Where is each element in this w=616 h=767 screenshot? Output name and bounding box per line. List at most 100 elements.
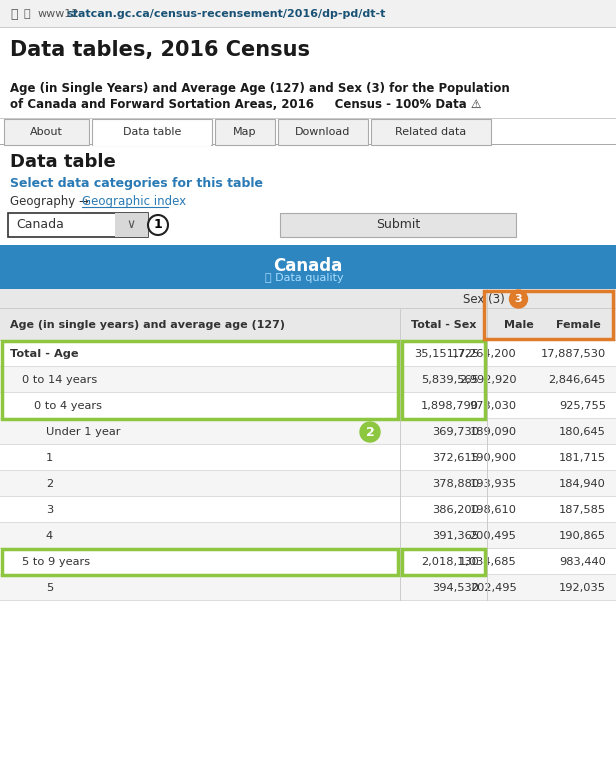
Text: 17,887,530: 17,887,530 [541, 349, 606, 359]
Bar [0, 445, 616, 471]
Text: 5,839,565: 5,839,565 [421, 375, 479, 385]
Text: 190,900: 190,900 [469, 453, 516, 463]
Text: 983,440: 983,440 [559, 557, 606, 567]
Bar [0, 366, 616, 367]
Bar [2, 549, 398, 575]
Bar [0, 471, 616, 497]
Bar [0, 367, 616, 393]
Text: 180,645: 180,645 [559, 427, 606, 437]
Text: 2,846,645: 2,846,645 [549, 375, 606, 385]
Text: 2: 2 [46, 479, 53, 489]
Text: 0 to 4 years: 0 to 4 years [34, 401, 102, 411]
Text: 973,030: 973,030 [469, 401, 516, 411]
Circle shape [360, 422, 380, 442]
Text: 4: 4 [46, 531, 53, 541]
Bar [402, 341, 485, 419]
Bar [0, 340, 616, 341]
Bar [0, 522, 616, 523]
Text: Female: Female [556, 320, 601, 330]
Text: 5: 5 [46, 583, 53, 593]
Text: ∨: ∨ [126, 219, 136, 232]
Bar [0, 0, 616, 28]
Text: 2,992,920: 2,992,920 [459, 375, 516, 385]
Text: Total - Sex: Total - Sex [411, 320, 476, 330]
Text: 372,615: 372,615 [432, 453, 479, 463]
Text: Canada: Canada [274, 257, 342, 275]
Bar [8, 213, 148, 237]
Text: ⛔: ⛔ [24, 9, 31, 19]
Text: Data table: Data table [10, 153, 116, 171]
Text: Data tables, 2016 Census: Data tables, 2016 Census [10, 40, 310, 60]
Bar [0, 574, 616, 575]
Text: 190,865: 190,865 [559, 531, 606, 541]
Bar [371, 119, 491, 145]
Bar [215, 119, 275, 145]
Text: ⓘ: ⓘ [10, 8, 17, 21]
Text: www12.: www12. [38, 9, 83, 19]
Text: 1,898,790: 1,898,790 [421, 401, 479, 411]
Text: 2,018,130: 2,018,130 [421, 557, 479, 567]
Bar [0, 549, 616, 575]
Bar [92, 119, 212, 145]
Text: 925,755: 925,755 [559, 401, 606, 411]
Bar [8, 213, 148, 237]
Text: 386,200: 386,200 [432, 505, 479, 515]
Bar [0, 341, 616, 367]
Bar [4, 119, 89, 145]
Bar [0, 27, 616, 28]
Bar [215, 119, 275, 145]
Bar [0, 245, 616, 289]
Text: 202,495: 202,495 [470, 583, 516, 593]
Text: 5 to 9 years: 5 to 9 years [22, 557, 90, 567]
Text: Geographic index: Geographic index [82, 195, 186, 208]
Text: Download: Download [295, 127, 351, 137]
Text: 1: 1 [46, 453, 53, 463]
Bar [0, 523, 616, 549]
Text: Data table: Data table [123, 127, 181, 137]
Text: 369,730: 369,730 [432, 427, 479, 437]
Circle shape [509, 290, 527, 308]
Bar [92, 119, 212, 145]
Bar [0, 289, 616, 309]
Bar [0, 118, 616, 119]
Bar [115, 213, 148, 237]
Text: 35,151,725: 35,151,725 [414, 349, 479, 359]
Bar [0, 575, 616, 601]
Text: Canada: Canada [16, 219, 64, 232]
Text: Submit: Submit [376, 219, 420, 232]
Text: 198,610: 198,610 [469, 505, 516, 515]
Text: 184,940: 184,940 [559, 479, 606, 489]
Bar [0, 309, 616, 341]
Text: Map: Map [233, 127, 257, 137]
Bar [278, 119, 368, 145]
Bar [0, 444, 616, 445]
Bar [0, 308, 616, 309]
Bar [0, 144, 616, 145]
Bar [4, 119, 89, 145]
Text: 17,264,200: 17,264,200 [452, 349, 516, 359]
Bar [0, 418, 616, 419]
Text: Age (in Single Years) and Average Age (127) and Sex (3) for the Population: Age (in Single Years) and Average Age (1… [10, 82, 510, 95]
Bar [487, 289, 488, 601]
Text: 1: 1 [153, 219, 163, 232]
Text: About: About [30, 127, 63, 137]
Bar [280, 213, 516, 237]
Bar [0, 496, 616, 497]
Bar [93, 144, 211, 146]
Text: 394,530: 394,530 [432, 583, 479, 593]
Text: 2: 2 [366, 426, 375, 439]
Bar [0, 600, 616, 601]
Text: of Canada and Forward Sortation Areas, 2016     Census - 100% Data ⚠: of Canada and Forward Sortation Areas, 2… [10, 98, 481, 111]
Text: Total - Age: Total - Age [10, 349, 79, 359]
Bar [0, 393, 616, 419]
Bar [402, 549, 485, 575]
Text: 3: 3 [515, 294, 522, 304]
Text: Male: Male [504, 320, 533, 330]
Text: 187,585: 187,585 [559, 505, 606, 515]
Text: 3: 3 [46, 505, 53, 515]
Text: Age (in single years) and average age (127): Age (in single years) and average age (1… [10, 320, 285, 330]
Bar [278, 119, 368, 145]
Bar [2, 341, 398, 419]
Text: Related data: Related data [395, 127, 467, 137]
Bar [400, 309, 401, 601]
